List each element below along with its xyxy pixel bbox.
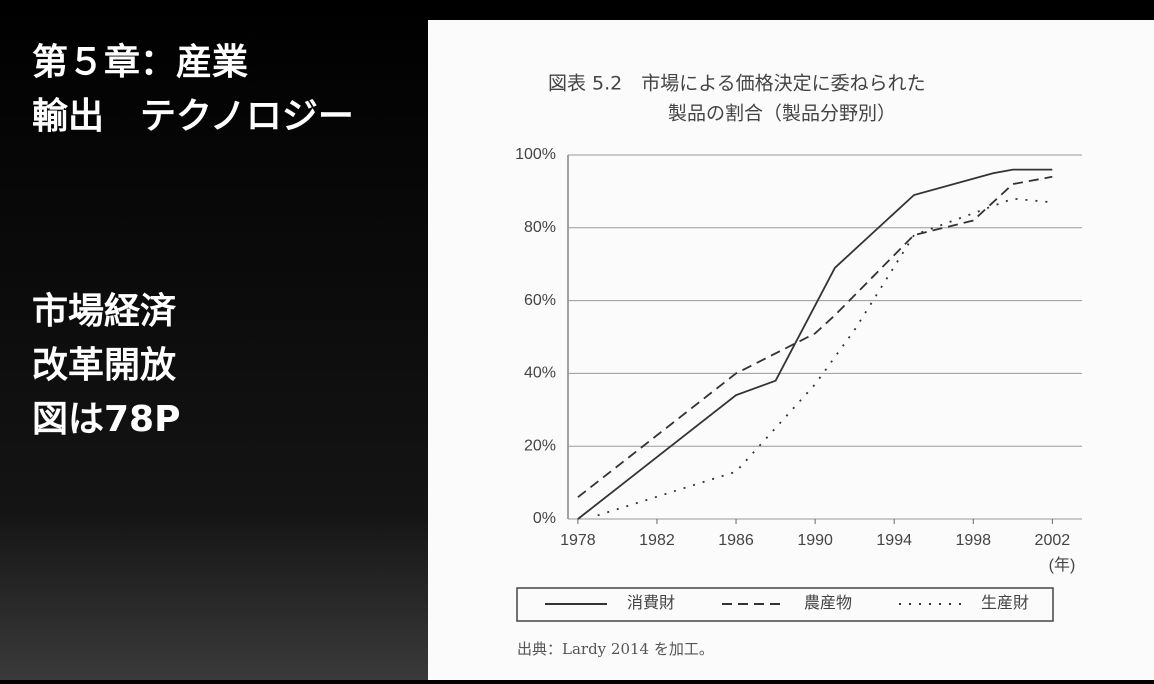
legend-label: 消費財 (627, 594, 675, 612)
heading: 第５章：産業 (32, 41, 248, 83)
x-tick-label: 1978 (560, 532, 596, 549)
x-tick-label: 1990 (797, 532, 833, 549)
legend-box (516, 587, 1054, 622)
x-tick-label: 1994 (876, 532, 912, 549)
chart-title: 図表 5.2 市場による価格決定に委ねられた (548, 73, 926, 95)
y-tick-label: 40% (524, 365, 556, 382)
y-tick-label: 60% (524, 292, 556, 309)
note: 改革開放 (32, 345, 176, 386)
legend-label: 生産財 (981, 594, 1029, 612)
y-tick-label: 80% (524, 219, 556, 236)
note: 図は78P (32, 399, 180, 440)
y-tick-label: 20% (524, 437, 556, 454)
x-unit: (年) (1049, 556, 1076, 574)
y-tick-label: 100% (515, 146, 556, 163)
y-tick-label: 0% (533, 510, 556, 527)
heading: 輸出 テクノロジー (32, 96, 354, 137)
note: 市場経済 (32, 291, 176, 332)
legend-label: 農産物 (804, 594, 852, 612)
series-line (577, 175, 1053, 498)
x-tick-label: 2002 (1035, 532, 1071, 549)
source: 出典：Lardy 2014 を加工。 (517, 640, 714, 658)
x-tick-label: 1998 (955, 532, 991, 549)
x-tick-label: 1982 (639, 532, 675, 549)
series-line (577, 168, 1053, 520)
chart-title: 製品の割合（製品分野別） (668, 103, 896, 125)
x-tick-label: 1986 (718, 532, 754, 549)
